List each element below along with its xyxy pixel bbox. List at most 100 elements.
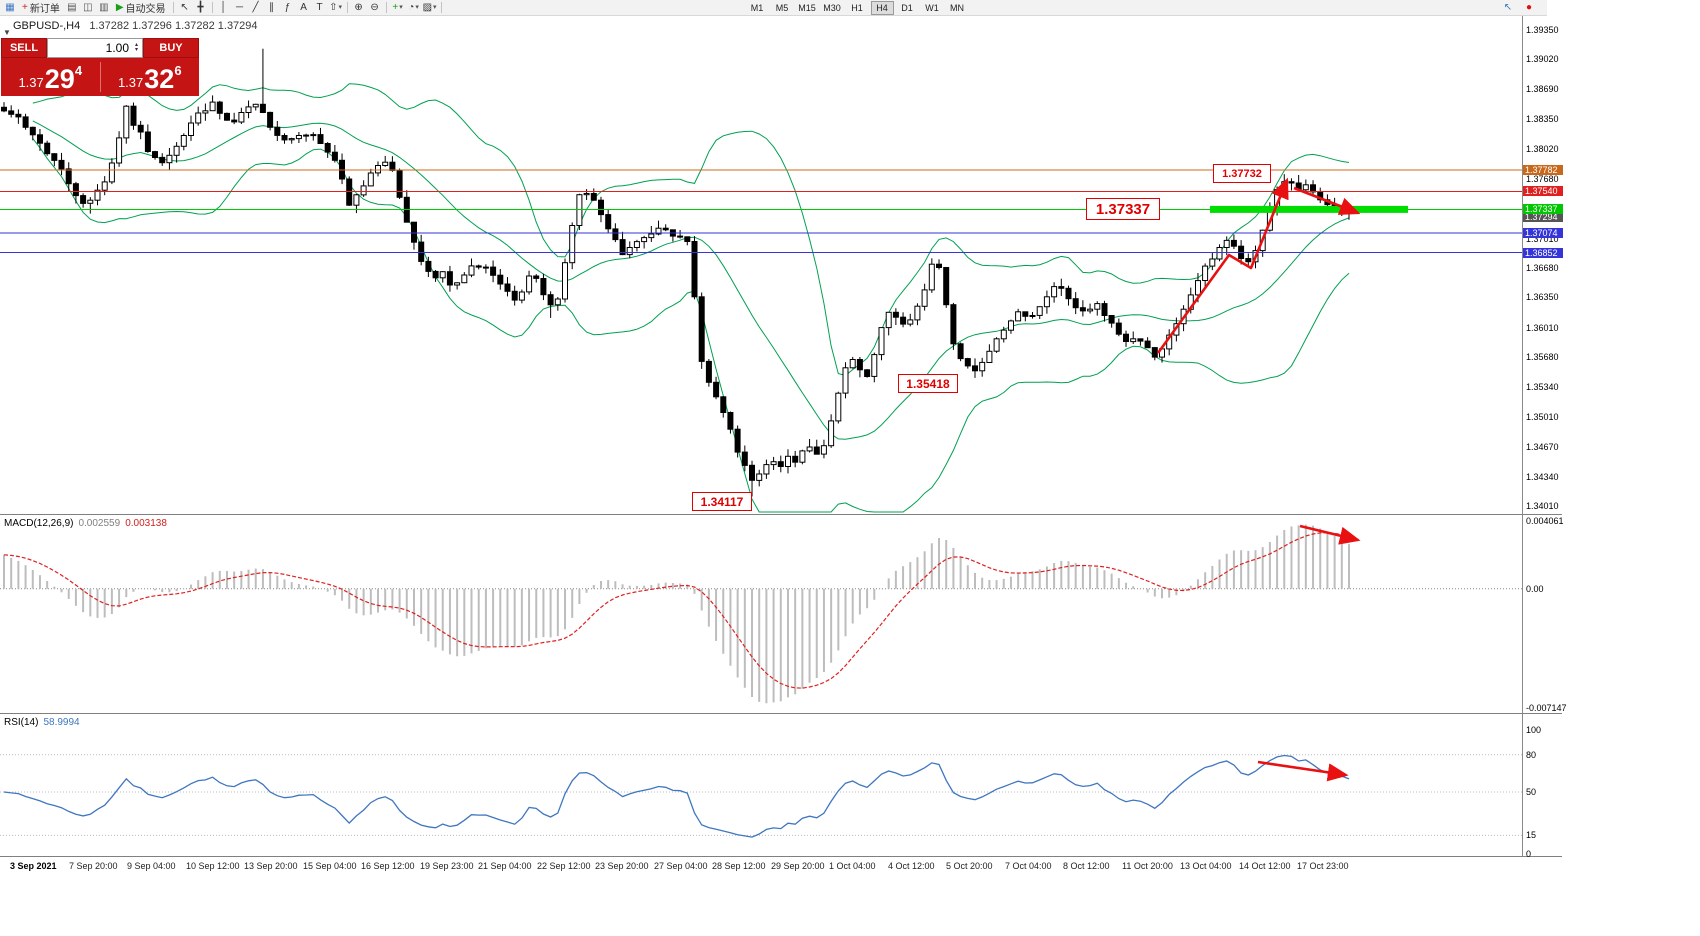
time-label: 13 Sep 20:00 (244, 861, 298, 871)
price-tick: 1.34010 (1526, 501, 1559, 511)
stepper-up-icon[interactable]: ▴ (134, 42, 138, 48)
buy-price-big: 32 (144, 64, 175, 94)
timeframe-m15[interactable]: M15 (798, 2, 816, 13)
sell-price[interactable]: 1.37 29 4 (1, 58, 100, 96)
time-label: 11 Oct 20:00 (1122, 861, 1173, 871)
time-label: 7 Sep 20:00 (69, 861, 118, 871)
auto-trading-button[interactable]: ▶ 自动交易 (112, 1, 170, 15)
zoom-in-icon-glyph: ⊕ (354, 2, 363, 13)
pointer-icon[interactable]: ↖ (1503, 2, 1513, 13)
volume-input[interactable] (48, 40, 131, 56)
templates-icon-caret: ▾ (433, 4, 437, 11)
macd-value-main: 0.002559 (78, 518, 121, 529)
horizontal-line-icon-glyph: ─ (236, 2, 244, 13)
periods-icon-glyph: ◔ (408, 2, 415, 13)
time-label: 28 Sep 12:00 (712, 861, 766, 871)
timeframe-w1[interactable]: W1 (925, 2, 939, 13)
label-icon-glyph: T (316, 2, 323, 13)
new-order-icon: + (22, 2, 28, 13)
toolbar-separator (211, 2, 213, 13)
one-click-collapse-icon[interactable]: ▼ (3, 28, 11, 37)
navigator-icon[interactable]: ▥ (97, 1, 111, 14)
price-tick: 1.34670 (1526, 442, 1559, 452)
time-label: 9 Sep 04:00 (127, 861, 176, 871)
macd-name: MACD(12,26,9) (4, 518, 74, 529)
indicators-icon-caret: ▾ (399, 4, 403, 11)
macd-value-signal: 0.003138 (125, 518, 167, 529)
chart-canvas[interactable] (0, 0, 1562, 936)
arrows-icon[interactable]: ⇧ ▾ (329, 1, 343, 14)
timeframe-m30[interactable]: M30 (823, 2, 841, 13)
rsi-panel-separator[interactable] (0, 713, 1562, 714)
buy-button[interactable]: BUY (143, 38, 199, 58)
price-tag-1.37074: 1.37074 (1523, 228, 1563, 238)
timeframe-m5[interactable]: M5 (775, 2, 789, 13)
zoom-out-icon[interactable]: ⊖ (368, 1, 382, 14)
timeframe-m1[interactable]: M1 (750, 2, 764, 13)
price-tag-1.37337: 1.37337 (1523, 204, 1563, 214)
new-chart-icon[interactable]: ▦ (3, 1, 17, 14)
indicators-icon[interactable]: + ▾ (391, 1, 405, 14)
time-label: 3 Sep 2021 (10, 861, 57, 871)
macd-axis-label: -0.007147 (1526, 703, 1567, 713)
macd-axis-label: 0.004061 (1526, 516, 1564, 526)
price-tick: 1.37010 (1526, 234, 1559, 244)
time-label: 5 Oct 20:00 (946, 861, 993, 871)
zoom-out-icon-glyph: ⊖ (370, 2, 379, 13)
sell-button[interactable]: SELL (1, 38, 47, 58)
sell-price-prefix: 1.37 (18, 75, 44, 90)
timeframe-h1[interactable]: H1 (851, 2, 863, 13)
time-label: 21 Sep 04:00 (478, 861, 532, 871)
volume-stepper[interactable]: ▴ ▾ (131, 42, 142, 53)
time-label: 10 Sep 12:00 (186, 861, 240, 871)
toolbar-separator (385, 2, 387, 13)
toolbar-separator (346, 2, 348, 13)
trendline-icon[interactable]: ╱ (249, 1, 263, 14)
stepper-down-icon[interactable]: ▾ (134, 47, 138, 53)
fibonacci-icon[interactable]: ƒ (281, 1, 295, 14)
time-label: 17 Oct 23:00 (1297, 861, 1349, 871)
time-label: 1 Oct 04:00 (829, 861, 876, 871)
time-label: 14 Oct 12:00 (1239, 861, 1291, 871)
price-tick: 1.38350 (1526, 114, 1559, 124)
channel-icon-glyph: ∥ (269, 2, 275, 13)
price-tick: 1.35010 (1526, 412, 1559, 422)
time-label: 13 Oct 04:00 (1180, 861, 1232, 871)
time-label: 4 Oct 12:00 (888, 861, 935, 871)
templates-icon[interactable]: ▨ ▾ (423, 1, 437, 14)
price-callout: 1.34117 (692, 492, 752, 511)
rsi-axis-label: 15 (1526, 830, 1537, 840)
price-callout: 1.35418 (898, 374, 958, 393)
time-axis[interactable] (0, 856, 1562, 878)
market-watch-icon[interactable]: ▤ (65, 1, 79, 14)
timeframe-h4[interactable]: H4 (870, 0, 894, 15)
macd-panel-separator[interactable] (0, 514, 1562, 515)
rsi-axis-label: 100 (1526, 725, 1542, 735)
zoom-in-icon[interactable]: ⊕ (352, 1, 366, 14)
horizontal-line-icon[interactable]: ─ (233, 1, 247, 14)
buy-price[interactable]: 1.37 32 6 (101, 58, 200, 96)
crosshair-icon-glyph: ╋ (197, 2, 204, 13)
label-icon[interactable]: T (313, 1, 327, 14)
price-tick: 1.36680 (1526, 263, 1559, 273)
chart-title: GBPUSD-,H4 1.37282 1.37296 1.37282 1.372… (13, 20, 258, 32)
data-window-icon[interactable]: ◫ (81, 1, 95, 14)
record-dot-icon[interactable]: ● (1525, 2, 1533, 13)
timeframe-d1[interactable]: D1 (901, 2, 913, 13)
new-order-button[interactable]: + 新订单 (18, 1, 64, 15)
one-click-prices: 1.37 29 4 1.37 32 6 (1, 58, 199, 96)
timeframe-mn[interactable]: MN (950, 2, 965, 13)
periods-icon[interactable]: ◔ ▾ (407, 1, 421, 14)
buy-price-prefix: 1.37 (117, 75, 144, 90)
text-icon-glyph: A (300, 2, 307, 13)
cursor-icon[interactable]: ↖ (178, 1, 192, 14)
price-tick: 1.39350 (1526, 25, 1559, 35)
volume-field: ▴▾ (47, 38, 143, 58)
channel-icon[interactable]: ∥ (265, 1, 279, 14)
crosshair-icon[interactable]: ╋ (194, 1, 208, 14)
vertical-line-icon[interactable]: │ (217, 1, 231, 14)
text-icon[interactable]: A (297, 1, 311, 14)
price-tag-1.37294: 1.37294 (1523, 212, 1563, 222)
